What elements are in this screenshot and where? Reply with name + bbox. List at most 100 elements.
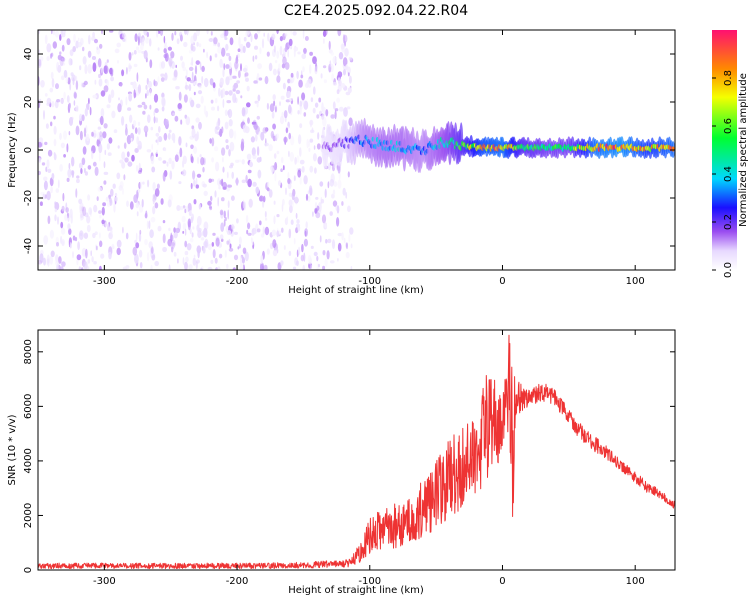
heatmap-noise-cell <box>38 49 41 54</box>
heatmap-noise-cell <box>208 178 212 183</box>
heatmap-noise-cell <box>288 104 292 114</box>
heatmap-noise-cell <box>71 116 74 121</box>
heatmap-noise-cell <box>175 64 177 68</box>
heatmap-noise-cell <box>75 125 80 136</box>
heatmap-noise-cell <box>72 46 76 53</box>
heatmap-noise-cell <box>138 249 143 258</box>
heatmap-noise-cell <box>345 251 350 259</box>
heatmap-noise-cell <box>152 182 156 191</box>
top-y-axis-label: Frequency (Hz) <box>7 112 18 188</box>
top-y-tick-label: -20 <box>23 190 34 206</box>
heatmap-noise-cell <box>235 159 240 163</box>
heatmap-noise-cell <box>173 231 178 239</box>
colorbar-tick-label: 0.2 <box>723 214 734 230</box>
heatmap-noise-cell <box>151 143 153 150</box>
heatmap-noise-cell <box>206 51 208 59</box>
heatmap-noise-cell <box>241 138 245 147</box>
heatmap-noise-cell <box>240 63 242 72</box>
heatmap-noise-cell <box>122 226 124 234</box>
heatmap-noise-cell <box>137 49 142 54</box>
heatmap-noise-cell <box>238 244 241 249</box>
heatmap-noise-cell <box>173 251 177 257</box>
heatmap-noise-cell <box>210 99 214 104</box>
heatmap-noise-cell <box>175 227 181 234</box>
heatmap-noise-cell <box>273 153 277 159</box>
heatmap-noise-cell <box>125 265 130 269</box>
heatmap-noise-cell <box>200 157 205 166</box>
heatmap-noise-cell <box>84 107 88 117</box>
heatmap-noise-cell <box>79 232 83 237</box>
heatmap-noise-cell <box>174 154 179 162</box>
heatmap-noise-cell <box>44 141 48 146</box>
heatmap-noise-cell <box>142 110 146 115</box>
heatmap-noise-cell <box>168 264 171 270</box>
heatmap-noise-cell <box>161 106 165 112</box>
heatmap-noise-cell <box>103 85 109 93</box>
bottom-x-tick-label: -100 <box>358 576 381 587</box>
heatmap-noise-cell <box>211 137 215 147</box>
heatmap-noise-cell <box>272 94 276 101</box>
heatmap-noise-cell <box>302 30 305 39</box>
heatmap-noise-cell <box>56 99 61 103</box>
heatmap-noise-cell <box>137 127 141 135</box>
heatmap-noise-cell <box>256 228 261 233</box>
heatmap-noise-cell <box>273 215 276 225</box>
heatmap-noise-cell <box>135 242 140 249</box>
heatmap-noise-cell <box>152 205 156 215</box>
heatmap-noise-cell <box>309 51 313 56</box>
heatmap-noise-cell <box>89 106 92 116</box>
heatmap-noise-cell <box>291 191 295 201</box>
heatmap-noise-cell <box>258 196 263 202</box>
heatmap-noise-cell <box>139 181 143 189</box>
heatmap-noise-cell <box>116 172 121 180</box>
heatmap-noise-cell <box>294 157 297 165</box>
heatmap-noise-cell <box>219 234 224 240</box>
heatmap-noise-cell <box>53 138 57 147</box>
heatmap-noise-cell <box>52 41 57 49</box>
heatmap-noise-cell <box>111 245 115 250</box>
heatmap-noise-cell <box>203 227 208 238</box>
heatmap-noise-cell <box>336 97 340 103</box>
heatmap-noise-cell <box>299 147 302 157</box>
heatmap-noise-cell <box>288 38 293 47</box>
heatmap-noise-cell <box>110 76 114 82</box>
heatmap-noise-cell <box>137 104 143 108</box>
heatmap-noise-cell <box>279 115 285 125</box>
heatmap-noise-cell <box>276 214 280 218</box>
heatmap-noise-cell <box>63 91 66 100</box>
heatmap-noise-cell <box>47 149 53 157</box>
heatmap-noise-cell <box>250 136 255 143</box>
heatmap-noise-cell <box>162 233 166 244</box>
heatmap-noise-cell <box>292 266 297 270</box>
heatmap-noise-cell <box>334 110 337 120</box>
heatmap-noise-cell <box>96 46 99 50</box>
heatmap-noise-cell <box>148 241 153 249</box>
heatmap-noise-cell <box>219 58 223 68</box>
heatmap-noise-cell <box>209 138 212 144</box>
heatmap-noise-cell <box>214 126 218 135</box>
heatmap-noise-cell <box>289 79 293 84</box>
heatmap-noise-cell <box>181 215 186 223</box>
heatmap-noise-cell <box>169 234 174 242</box>
heatmap-noise-cell <box>191 71 194 82</box>
heatmap-noise-cell <box>126 151 130 158</box>
heatmap-noise-cell <box>228 90 233 96</box>
heatmap-noise-cell <box>91 56 97 60</box>
heatmap-noise-cell <box>264 142 269 147</box>
heatmap-noise-cell <box>272 68 277 76</box>
heatmap-noise-cell <box>121 69 125 77</box>
heatmap-noise-cell <box>348 56 353 61</box>
heatmap-noise-cell <box>238 70 241 79</box>
heatmap-noise-cell <box>132 120 137 127</box>
heatmap-noise-cell <box>188 84 192 92</box>
heatmap-noise-cell <box>329 60 332 68</box>
heatmap-noise-cell <box>156 183 160 190</box>
heatmap-noise-cell <box>79 65 82 71</box>
heatmap-noise-cell <box>346 242 348 250</box>
chart-title: C2E4.2025.092.04.22.R04 <box>284 3 468 19</box>
heatmap-noise-cell <box>224 37 228 41</box>
heatmap-noise-cell <box>326 250 330 260</box>
heatmap-noise-cell <box>247 232 252 236</box>
heatmap-noise-cell <box>118 185 123 191</box>
heatmap-noise-cell <box>116 247 121 256</box>
